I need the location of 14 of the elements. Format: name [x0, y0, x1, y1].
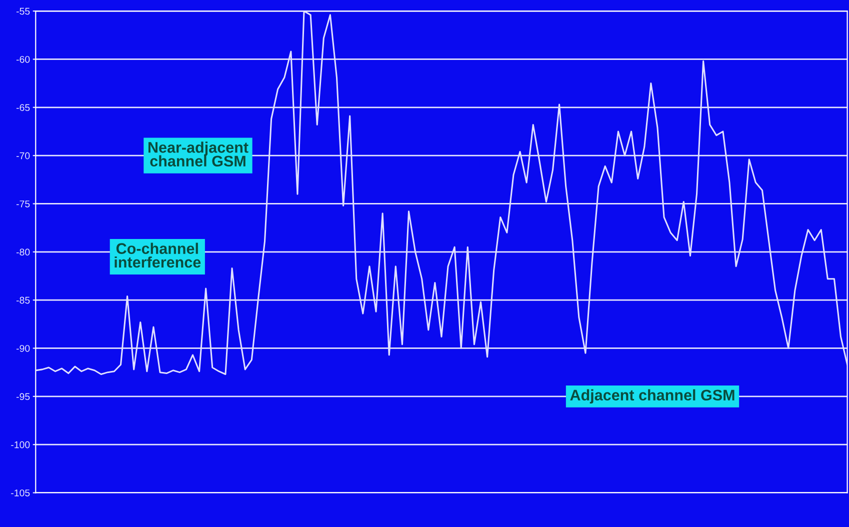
y-tick-label: -85 — [16, 296, 30, 304]
y-tick-label: -105 — [11, 489, 30, 496]
y-tick-label: -70 — [16, 152, 30, 160]
y-tick-label: -60 — [16, 56, 30, 63]
y-tick-label: -95 — [16, 393, 30, 400]
annotation: Co-channel interference — [114, 242, 201, 268]
y-tick-label: -55 — [16, 8, 30, 15]
annotation: Adjacent channel GSM — [570, 389, 734, 404]
y-tick-label: -100 — [11, 441, 30, 448]
y-tick-label: -80 — [16, 248, 30, 256]
y-tick-label: -90 — [16, 344, 30, 352]
y-tick-label: -65 — [16, 104, 30, 112]
y-tick-label: -75 — [16, 200, 30, 208]
annotation: Near-adjacent channel GSM — [148, 142, 248, 167]
